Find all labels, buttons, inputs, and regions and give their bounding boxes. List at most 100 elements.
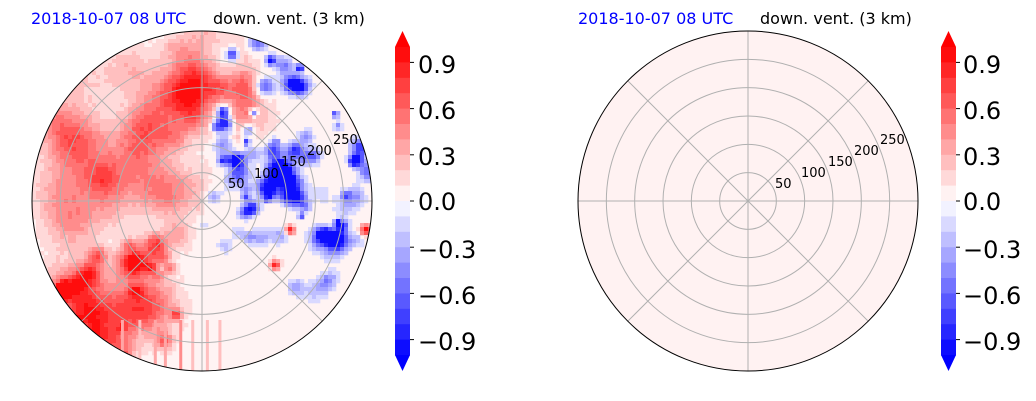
panel-left-field-cell (252, 159, 257, 164)
panel-left-field-cell (68, 107, 73, 112)
panel-left-field-cell (316, 187, 321, 192)
panel-left-field-cell (176, 39, 181, 44)
panel-left-field-cell (252, 155, 257, 160)
panel-left-field-cell (248, 119, 253, 124)
panel-left-field-cell (124, 107, 129, 112)
panel-left-field-cell (308, 187, 313, 192)
panel-left-field-cell (156, 283, 161, 288)
panel-left-field-cell (160, 259, 165, 264)
panel-left-field-cell (44, 203, 49, 208)
panel-left-field-cell (32, 155, 37, 160)
panel-left-field-cell (184, 31, 189, 36)
panel-left-field-cell (132, 171, 137, 176)
panel-left-field-cell (140, 267, 145, 272)
panel-left-field-cell (104, 127, 109, 132)
panel-left-field-cell (140, 75, 145, 80)
panel-left-field-cell (288, 223, 293, 228)
panel-left-field-cell (164, 295, 169, 300)
panel-left-field-cell (40, 223, 45, 228)
panel-left-field-cell (68, 243, 73, 248)
panel-left-field-cell (292, 143, 297, 148)
panel-left-field-cell (96, 91, 101, 96)
panel-left-field-cell (164, 75, 169, 80)
panel-left-field-cell (292, 171, 297, 176)
panel-left-field-cell (56, 219, 61, 224)
panel-left-field-cell (116, 331, 121, 336)
panel-left-field-cell (72, 251, 77, 256)
panel-left-field-cell (296, 67, 301, 72)
panel-left-field-cell (312, 227, 317, 232)
panel-left-field-cell (72, 215, 77, 220)
panel-left-field-cell (104, 115, 109, 120)
panel-left-field-cell (80, 139, 85, 144)
panel-left-field-cell (148, 55, 153, 60)
panel-left-field-cell (48, 195, 53, 200)
panel-left-field-cell (40, 231, 45, 236)
panel-left-field-cell (328, 223, 333, 228)
panel-left-field-cell (84, 311, 89, 316)
panel-left-field-cell (296, 79, 301, 84)
panel-left-field-cell (116, 279, 121, 284)
panel-left-field-cell (96, 123, 101, 128)
panel-left-field-cell (144, 155, 149, 160)
panel-left-field-cell (188, 135, 193, 140)
panel-left-field-cell (252, 91, 257, 96)
panel-left-field-cell (136, 51, 141, 56)
panel-left-field-cell (148, 299, 153, 304)
panel-left-field-cell (172, 75, 177, 80)
panel-left-field-cell (224, 135, 229, 140)
panel-left-field-cell (32, 195, 37, 200)
panel-left-field-cell (280, 191, 285, 196)
panel-left-field-cell (64, 295, 69, 300)
panel-left-field-cell (56, 143, 61, 148)
panel-left-field-cell (92, 299, 97, 304)
panel-left-field-cell (256, 39, 261, 44)
panel-left-field-cell (184, 307, 189, 312)
panel-left-field-cell (148, 151, 153, 156)
panel-left-grid-spoke (201, 80, 323, 202)
panel-left-field-cell (64, 215, 69, 220)
panel-left-field-cell (56, 227, 61, 232)
panel-left-field-cell (132, 307, 137, 312)
panel-left-field-cell (164, 147, 169, 152)
panel-left-field-cell (112, 107, 117, 112)
panel-left-field-cell (132, 203, 137, 208)
panel-left-field-cell (180, 135, 185, 140)
panel-left-field-cell (236, 87, 241, 92)
panel-left-field-cell (300, 63, 305, 68)
panel-left-field-cell (108, 279, 113, 284)
panel-left-field-cell (324, 255, 329, 260)
panel-left-field-cell (352, 211, 357, 216)
panel-left-field-cell (320, 243, 325, 248)
panel-left-field-cell (208, 43, 213, 48)
panel-left-field-cell (52, 119, 57, 124)
panel-left-field-cell (168, 39, 173, 44)
panel-left-field-cell (92, 175, 97, 180)
panel-left-field-cell (332, 279, 337, 284)
panel-left-field-cell (100, 275, 105, 280)
panel-left-field-cell (332, 123, 337, 128)
panel-left-field-cell (80, 299, 85, 304)
panel-left-field-cell (192, 55, 197, 60)
panel-left-field-cell (52, 243, 57, 248)
panel-left-field-cell (156, 135, 161, 140)
panel-left-field-cell (76, 303, 81, 308)
panel-left-field-cell (48, 251, 53, 256)
panel-left-field-cell (272, 155, 277, 160)
panel-left-field-cell (148, 111, 153, 116)
panel-left-field-cell (188, 307, 193, 312)
panel-left-field-cell (88, 151, 93, 156)
panel-left-field-cell (312, 191, 317, 196)
panel-left-field-cell (140, 255, 145, 260)
panel-left-field-cell (352, 135, 357, 140)
panel-left-field-cell (48, 115, 53, 120)
panel-left-field-cell (176, 151, 181, 156)
panel-left-field-cell (32, 179, 37, 184)
panel-left-field-cell (148, 231, 153, 236)
panel-left-field-cell (244, 131, 249, 136)
panel-left-field-cell (164, 55, 169, 60)
panel-left-field-cell (132, 219, 137, 224)
panel-left-field-cell (128, 155, 133, 160)
panel-left-field-cell (228, 91, 233, 96)
panel-left-field-cell (144, 299, 149, 304)
